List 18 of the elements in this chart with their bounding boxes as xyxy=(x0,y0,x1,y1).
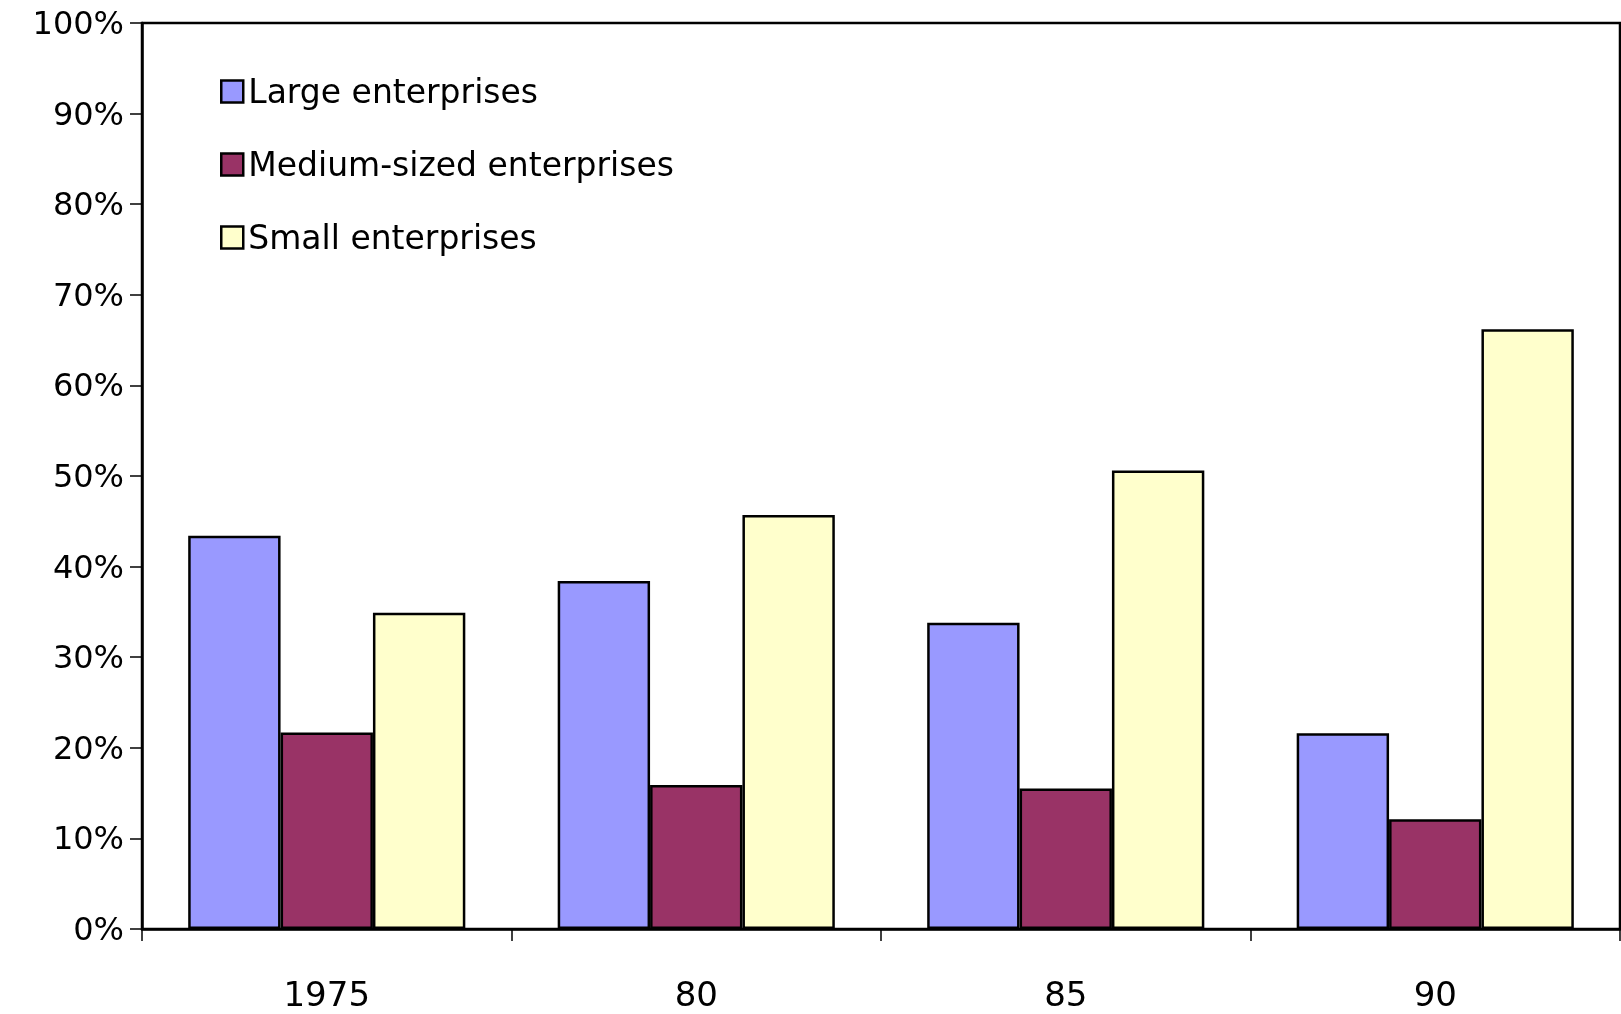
x-tick-label: 80 xyxy=(674,974,718,1014)
legend-label: Small enterprises xyxy=(248,218,537,257)
y-tick-label: 90% xyxy=(52,94,124,133)
x-tick-label: 90 xyxy=(1413,974,1457,1014)
y-tick-label: 100% xyxy=(32,4,124,42)
y-tick-label: 50% xyxy=(52,457,124,495)
x-tick-label: 1975 xyxy=(283,974,371,1014)
y-tick-label: 30% xyxy=(52,638,124,677)
y-tick-label: 70% xyxy=(52,275,124,314)
legend-label: Medium-sized enterprises xyxy=(248,145,674,184)
x-tick-label: 85 xyxy=(1044,974,1088,1014)
y-tick-label: 60% xyxy=(52,366,124,405)
y-tick-label: 10% xyxy=(52,819,124,858)
y-tick-label: 80% xyxy=(52,185,124,224)
legend-label: Large enterprises xyxy=(248,72,538,111)
y-tick-label: 0% xyxy=(73,910,124,948)
y-tick-label: 40% xyxy=(52,547,124,586)
y-tick-label: 20% xyxy=(52,728,124,767)
